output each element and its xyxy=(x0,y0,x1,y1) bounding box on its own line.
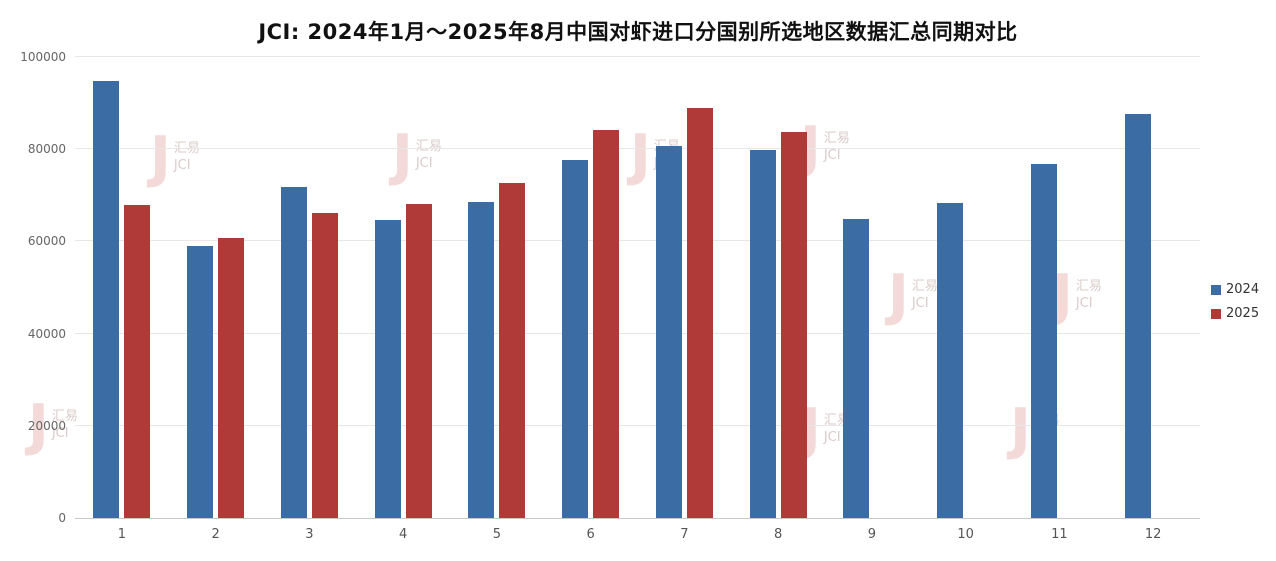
x-tick-label-3: 3 xyxy=(305,527,314,542)
bar-2025-month-2 xyxy=(218,237,245,518)
legend-item-2024[interactable]: 2024 xyxy=(1211,282,1259,297)
x-tick-label-8: 8 xyxy=(773,527,783,542)
x-tick-label-2: 2 xyxy=(211,527,220,542)
x-tick-label-11: 11 xyxy=(1051,527,1068,542)
x-tick-label-4: 4 xyxy=(398,527,408,542)
bar-group-month-3 xyxy=(263,57,357,518)
y-tick-label-100000: 100000 xyxy=(20,50,66,64)
bar-2025-month-8 xyxy=(780,131,807,518)
x-tick-label-6: 6 xyxy=(586,527,595,542)
bar-2024-month-2 xyxy=(187,246,214,518)
legend-label-2024: 2024 xyxy=(1226,282,1260,297)
bar-2024-month-7 xyxy=(655,145,682,518)
bar-group-month-12 xyxy=(1106,57,1200,518)
legend-item-2025[interactable]: 2025 xyxy=(1211,306,1259,321)
gridline-60000 xyxy=(75,240,1200,242)
y-tick-label-60000: 60000 xyxy=(27,234,66,249)
bar-2025-month-5 xyxy=(499,182,526,518)
bar-2024-month-9 xyxy=(843,218,870,518)
bar-group-month-11 xyxy=(1013,57,1107,518)
chart-title: JCI: 2024年1月～2025年8月中国对虾进口分国别所选地区数据汇总同期对… xyxy=(258,20,1018,44)
gridline-40000 xyxy=(75,332,1200,334)
bar-group-month-1 xyxy=(75,57,169,518)
x-tick-label-5: 5 xyxy=(492,527,502,542)
gridline-80000 xyxy=(75,148,1200,150)
bar-2024-month-8 xyxy=(749,149,776,518)
bar-group-month-5 xyxy=(450,57,544,518)
y-tick-label-20000: 20000 xyxy=(27,418,66,433)
bar-2024-month-11 xyxy=(1030,163,1057,518)
bar-group-month-10 xyxy=(919,57,1013,518)
y-tick-label-80000: 80000 xyxy=(27,142,66,157)
x-tick-label-1: 1 xyxy=(117,527,127,542)
bar-group-month-6 xyxy=(544,57,638,518)
bar-2024-month-10 xyxy=(937,202,964,518)
bar-2024-month-5 xyxy=(468,201,495,518)
bar-2024-month-3 xyxy=(280,187,307,518)
y-tick-label-40000: 40000 xyxy=(27,326,66,341)
bar-group-month-2 xyxy=(169,57,263,518)
bar-2024-month-1 xyxy=(93,80,120,518)
bar-2024-month-4 xyxy=(374,220,401,518)
x-tick-label-7: 7 xyxy=(680,527,689,542)
bars-container xyxy=(75,57,1200,518)
bar-group-month-9 xyxy=(825,57,919,518)
y-tick-label-0: 0 xyxy=(58,511,66,525)
bar-group-month-7 xyxy=(638,57,732,518)
plot-area xyxy=(75,56,1200,519)
bar-2025-month-4 xyxy=(405,203,432,518)
bar-2025-month-1 xyxy=(124,204,151,518)
bar-group-month-4 xyxy=(356,57,450,518)
x-axis-labels: 1 2 3 4 5 6 7 8 9 10 11 12 xyxy=(75,527,1200,542)
legend: 2024 2025 xyxy=(1211,282,1259,321)
legend-swatch-2024 xyxy=(1211,284,1221,295)
bar-group-month-8 xyxy=(731,57,825,518)
bar-2024-month-12 xyxy=(1124,113,1151,518)
gridline-20000 xyxy=(75,424,1200,426)
legend-label-2025: 2025 xyxy=(1226,306,1260,321)
x-tick-label-10: 10 xyxy=(957,527,974,542)
bar-2025-month-7 xyxy=(686,107,713,518)
bar-2025-month-6 xyxy=(593,129,620,518)
bar-2025-month-3 xyxy=(311,212,338,518)
x-tick-label-9: 9 xyxy=(867,527,877,542)
bar-2024-month-6 xyxy=(562,160,589,518)
x-tick-label-12: 12 xyxy=(1144,527,1162,542)
gridline-100000 xyxy=(75,56,1200,57)
legend-swatch-2025 xyxy=(1211,308,1221,319)
